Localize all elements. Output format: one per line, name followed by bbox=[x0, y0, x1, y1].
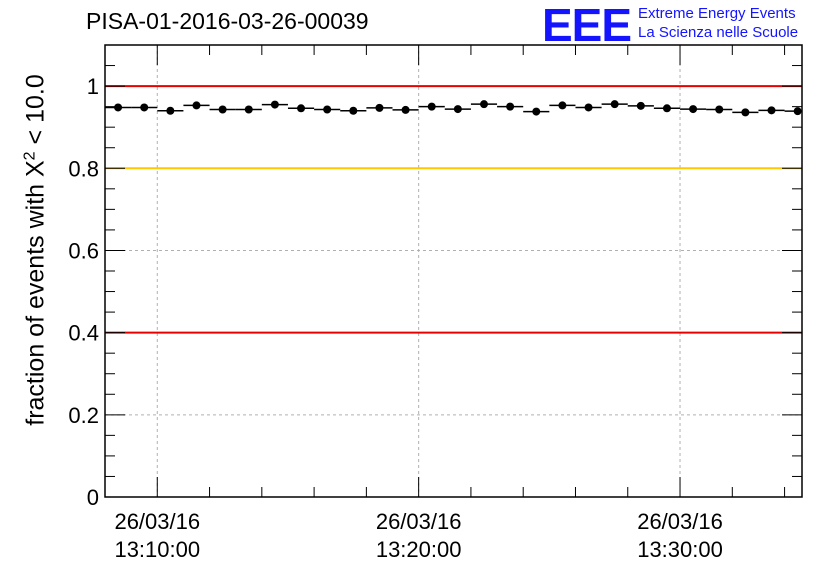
data-point bbox=[453, 105, 462, 114]
data-point bbox=[375, 103, 384, 112]
x-tick-label-date: 26/03/16 bbox=[376, 509, 462, 534]
logo-line-1: Extreme Energy Events bbox=[638, 5, 796, 22]
x-tick-label-time: 13:20:00 bbox=[376, 537, 462, 562]
data-point bbox=[741, 108, 750, 117]
y-axis-label-exponent: 2 bbox=[21, 151, 39, 161]
y-tick-label: 0.4 bbox=[68, 321, 99, 346]
data-point bbox=[323, 105, 332, 114]
y-tick-label: 0.2 bbox=[68, 403, 99, 428]
data-point bbox=[689, 105, 698, 114]
x-tick-label-time: 13:10:00 bbox=[114, 537, 200, 562]
data-point bbox=[166, 106, 175, 115]
y-axis-label-suffix: < 10.0 bbox=[21, 74, 50, 152]
data-point bbox=[192, 101, 201, 110]
data-point bbox=[349, 106, 358, 115]
y-axis-label-prefix: fraction of events with bbox=[21, 177, 50, 426]
chart-title: PISA-01-2016-03-26-00039 bbox=[86, 8, 369, 34]
data-point bbox=[140, 103, 149, 112]
data-point bbox=[218, 105, 227, 114]
data-point bbox=[584, 103, 593, 112]
data-point bbox=[114, 103, 123, 112]
y-tick-label: 0.6 bbox=[68, 238, 99, 263]
data-point bbox=[610, 100, 619, 109]
y-axis-label: fraction of events with X2 < 10.0 bbox=[21, 74, 50, 425]
y-axis-label-symbol: X bbox=[21, 160, 50, 178]
plot-frame bbox=[104, 44, 803, 498]
data-point bbox=[297, 104, 306, 113]
data-point bbox=[662, 104, 671, 113]
data-point bbox=[715, 105, 724, 114]
y-tick-label: 0 bbox=[87, 485, 99, 510]
data-point bbox=[532, 107, 541, 116]
data-point bbox=[270, 100, 279, 109]
data-point bbox=[793, 107, 802, 116]
eee-logo: EEE Extreme Energy Events La Scienza nel… bbox=[542, 0, 798, 51]
logo-letters: EEE bbox=[542, 0, 632, 51]
y-tick-label: 1 bbox=[87, 74, 99, 99]
data-point bbox=[479, 100, 488, 109]
data-point bbox=[506, 102, 515, 111]
logo-text: Extreme Energy Events La Scienza nelle S… bbox=[638, 4, 798, 42]
x-tick-label-date: 26/03/16 bbox=[637, 509, 723, 534]
data-point bbox=[558, 101, 567, 110]
data-point bbox=[244, 105, 253, 114]
logo-line-2: La Scienza nelle Scuole bbox=[638, 24, 799, 41]
x-tick-label-date: 26/03/16 bbox=[114, 509, 200, 534]
data-point bbox=[636, 101, 645, 110]
data-point bbox=[427, 102, 436, 111]
data-point bbox=[401, 105, 410, 114]
y-tick-label: 0.8 bbox=[68, 156, 99, 181]
data-point bbox=[767, 106, 776, 115]
x-tick-label-time: 13:30:00 bbox=[637, 537, 723, 562]
